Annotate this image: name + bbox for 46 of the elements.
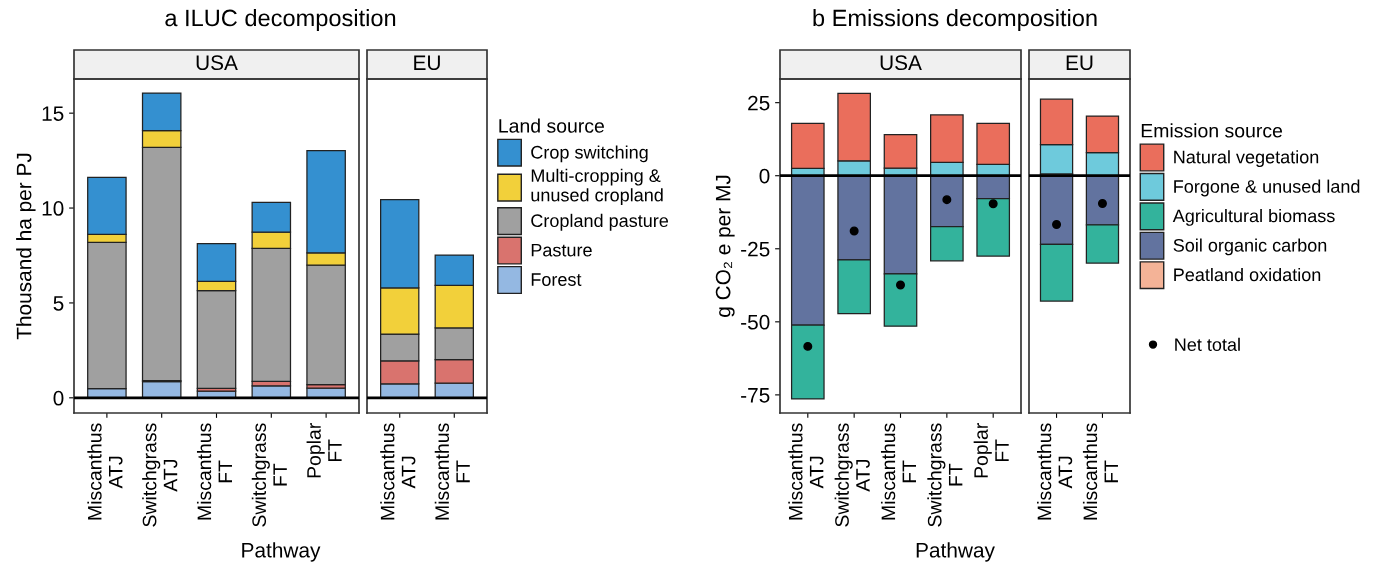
chart-title: a ILUC decomposition <box>165 9 396 31</box>
legend-title: Land source <box>499 118 604 133</box>
legend-label: Forest <box>531 273 582 286</box>
y-axis-title: Thousand ha per PJ <box>16 153 36 340</box>
chart-subtitle: USA <box>880 55 922 71</box>
x-tick-label: Switchgrass ATJ <box>142 423 178 527</box>
legend-label: Agricultural biomass <box>1172 209 1335 226</box>
x-tick-label: Miscanthus FT <box>1082 423 1118 520</box>
legend-label: Multi-cropping & unused cropland <box>531 168 663 206</box>
chart-subtitle: USA <box>196 55 238 71</box>
y-tick-label: 10 <box>42 201 64 216</box>
legend-label: Soil organic carbon <box>1173 238 1327 256</box>
x-tick-label: Switchgrass FT <box>251 423 287 527</box>
legend-label: Net total <box>1175 337 1240 352</box>
x-tick-label: Miscanthus ATJ <box>1037 423 1073 520</box>
y-tick-label: 5 <box>53 296 64 311</box>
legend-label: Peatland oxidation <box>1174 267 1321 282</box>
x-tick-label: Miscanthus ATJ <box>380 423 416 520</box>
x-axis-title: Pathway <box>916 542 995 562</box>
y-tick-label: -25 <box>741 241 770 257</box>
x-tick-label: Miscanthus ATJ <box>788 423 824 520</box>
y-tick-label: 15 <box>42 106 64 121</box>
y-tick-label: -50 <box>741 314 770 330</box>
chart-subtitle: EU <box>1066 55 1093 71</box>
legend-label: Crop switching <box>531 145 648 163</box>
chart-subtitle: EU <box>414 55 440 71</box>
x-tick-label: Poplar FT <box>306 423 342 478</box>
chart-title: b Emissions decomposition <box>813 9 1097 31</box>
y-tick-label: 0 <box>53 390 64 406</box>
x-tick-label: Miscanthus FT <box>880 423 916 520</box>
x-tick-label: Poplar FT <box>973 423 1009 478</box>
x-tick-label: Miscanthus FT <box>196 423 232 520</box>
y-tick-label: 0 <box>759 168 770 184</box>
x-tick-label: Switchgrass FT <box>927 423 963 527</box>
x-tick-label: Miscanthus ATJ <box>87 423 123 520</box>
legend-label: Natural vegetation <box>1174 150 1319 167</box>
y-axis-title: g CO₂ e per MJ <box>715 175 735 317</box>
legend-title: Emission source <box>1141 123 1283 138</box>
legend-label: Pasture <box>531 243 592 257</box>
y-tick-label: 25 <box>748 95 770 111</box>
x-axis-title: Pathway <box>242 542 321 562</box>
x-tick-label: Switchgrass ATJ <box>834 423 870 527</box>
y-tick-label: -75 <box>741 388 770 403</box>
legend-label: Cropland pasture <box>531 213 669 231</box>
legend-label: Forgone & unused land <box>1174 179 1360 197</box>
x-tick-label: Miscanthus FT <box>434 423 470 520</box>
